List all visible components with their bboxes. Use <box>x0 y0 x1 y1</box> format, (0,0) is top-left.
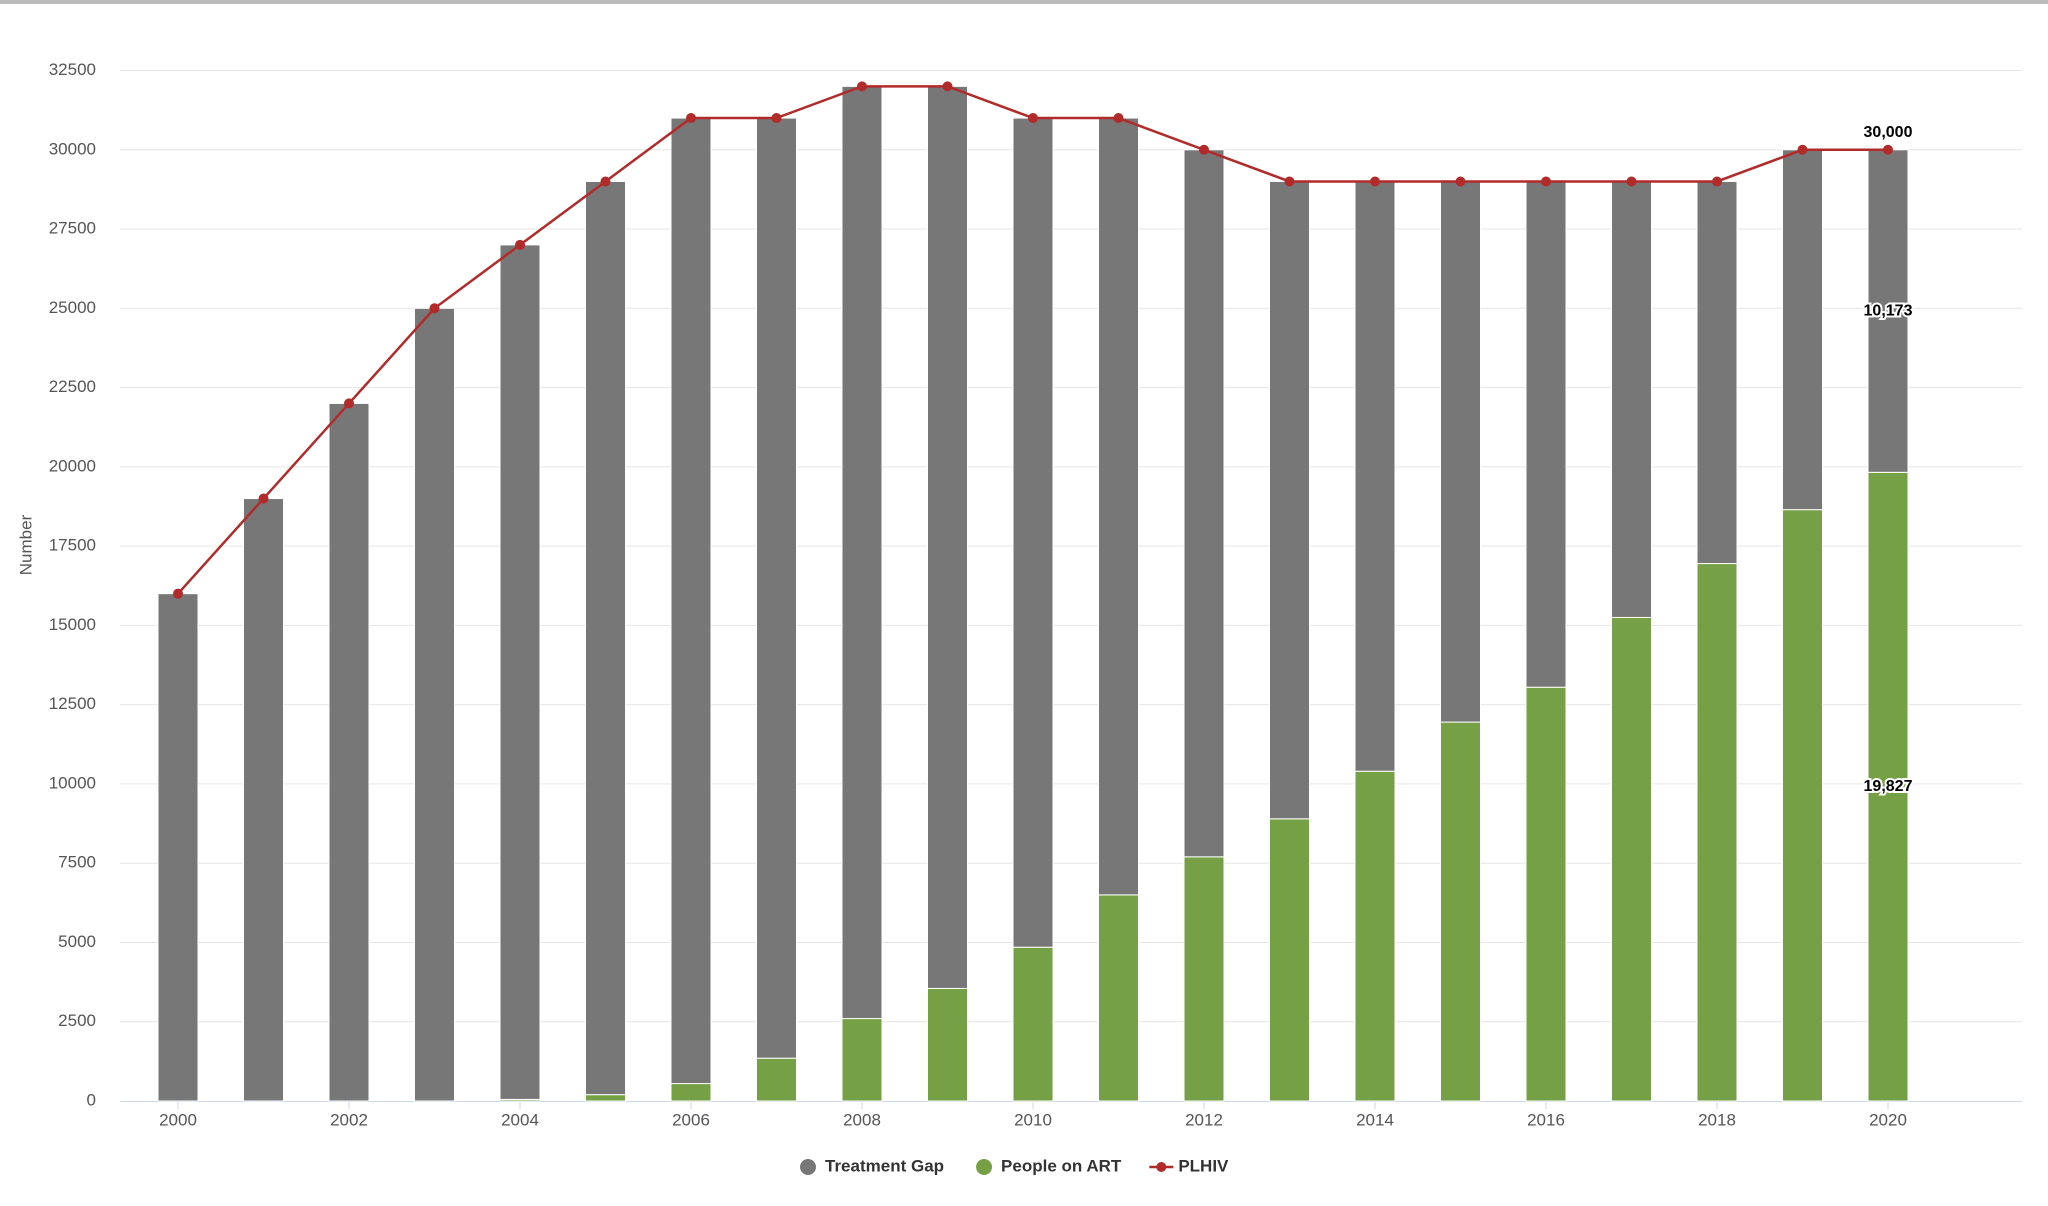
line-point <box>1113 113 1124 124</box>
bar-segment <box>1782 509 1823 1102</box>
bar-segment <box>1611 180 1652 618</box>
line-point <box>515 239 525 250</box>
bar-segment <box>927 85 968 989</box>
bar-segment <box>243 498 284 1102</box>
bar-segment <box>1269 818 1310 1102</box>
y-tick-label: 20000 <box>49 456 96 475</box>
x-tick-label: 2010 <box>1014 1110 1052 1129</box>
top-border <box>0 0 2048 4</box>
line-point <box>1626 176 1637 187</box>
y-tick-label: 32500 <box>49 60 96 79</box>
y-tick-label: 17500 <box>49 536 96 555</box>
line-point <box>942 81 953 92</box>
line-point <box>1712 176 1722 187</box>
line-point <box>429 303 440 314</box>
legend-label: People on ART <box>1001 1156 1122 1175</box>
bar-segment <box>157 593 199 1102</box>
line-point <box>1541 176 1551 187</box>
data-label: 10,173 <box>1864 302 1913 319</box>
bar-segment <box>1440 721 1481 1102</box>
x-tick-label: 2002 <box>330 1110 368 1129</box>
line-point <box>344 398 354 409</box>
line-point <box>600 176 611 187</box>
bar-segment <box>1354 770 1396 1102</box>
y-tick-label: 10000 <box>49 773 96 792</box>
bar-segment <box>1782 149 1823 511</box>
bar-segment <box>1525 180 1567 688</box>
y-tick-label: 5000 <box>58 932 96 951</box>
line-point <box>1028 113 1038 124</box>
bar-segment <box>1611 616 1652 1102</box>
bar-segment <box>499 244 541 1100</box>
line-point <box>258 493 269 504</box>
bar-segment <box>1440 180 1481 723</box>
bar-segment <box>1183 149 1225 858</box>
x-tick-label: 2012 <box>1185 1110 1223 1129</box>
bar-segment <box>670 117 712 1085</box>
x-tick-label: 2014 <box>1356 1110 1394 1129</box>
legend-label: PLHIV <box>1178 1156 1229 1175</box>
y-tick-label: 12500 <box>49 694 96 713</box>
y-tick-label: 27500 <box>49 219 96 238</box>
x-tick-label: 2016 <box>1527 1110 1565 1129</box>
legend-marker <box>1156 1162 1167 1172</box>
bar-segment <box>1525 686 1567 1102</box>
x-tick-label: 2008 <box>843 1110 881 1129</box>
data-label: 30,000 <box>1864 124 1913 141</box>
line-point <box>1370 176 1380 187</box>
y-tick-label: 2500 <box>58 1011 96 1030</box>
y-tick-label: 15000 <box>49 615 96 634</box>
bar-segment <box>756 1057 797 1102</box>
bar-segment <box>1867 149 1909 473</box>
legend-marker <box>976 1159 993 1175</box>
legend-label: Treatment Gap <box>825 1156 944 1175</box>
x-tick-label: 2006 <box>672 1110 710 1129</box>
y-tick-label: 7500 <box>58 853 96 872</box>
bar-segment <box>841 85 883 1020</box>
line-point <box>857 81 867 92</box>
line-point <box>1284 176 1295 187</box>
bar-segment <box>756 117 797 1059</box>
line-point <box>1455 176 1466 187</box>
line-point <box>173 588 183 599</box>
y-tick-label: 0 <box>87 1090 96 1109</box>
bar-segment <box>1012 117 1054 948</box>
line-point <box>1199 144 1209 155</box>
y-tick-label: 30000 <box>49 139 96 158</box>
bar-segment <box>1696 563 1738 1102</box>
bar-segment <box>1098 894 1139 1102</box>
y-tick-label: 25000 <box>49 298 96 317</box>
line-point <box>686 113 696 124</box>
bar-segment <box>414 307 455 1102</box>
y-tick-label: 22500 <box>49 377 96 396</box>
line-point <box>1797 144 1808 155</box>
bar-segment <box>1269 180 1310 820</box>
bar-segment <box>1354 180 1396 772</box>
bar-segment <box>1012 946 1054 1102</box>
bar-segment <box>1098 117 1139 896</box>
bar-segment <box>328 402 370 1102</box>
x-tick-label: 2018 <box>1698 1110 1736 1129</box>
bar-segment <box>927 987 968 1102</box>
bar-segment <box>585 180 626 1096</box>
bar-segment <box>841 1018 883 1102</box>
data-label: 19,827 <box>1864 778 1913 795</box>
line-point <box>1883 144 1893 155</box>
x-tick-label: 2000 <box>159 1110 197 1129</box>
bar-segment <box>1696 180 1738 565</box>
x-tick-label: 2020 <box>1869 1110 1907 1129</box>
x-tick-label: 2004 <box>501 1110 539 1129</box>
legend-marker <box>800 1159 816 1175</box>
y-axis-label: Number <box>16 514 35 575</box>
bar-segment <box>1183 856 1225 1102</box>
bar-segment <box>585 1094 626 1102</box>
line-point <box>771 113 782 124</box>
bar-segment <box>670 1083 712 1102</box>
